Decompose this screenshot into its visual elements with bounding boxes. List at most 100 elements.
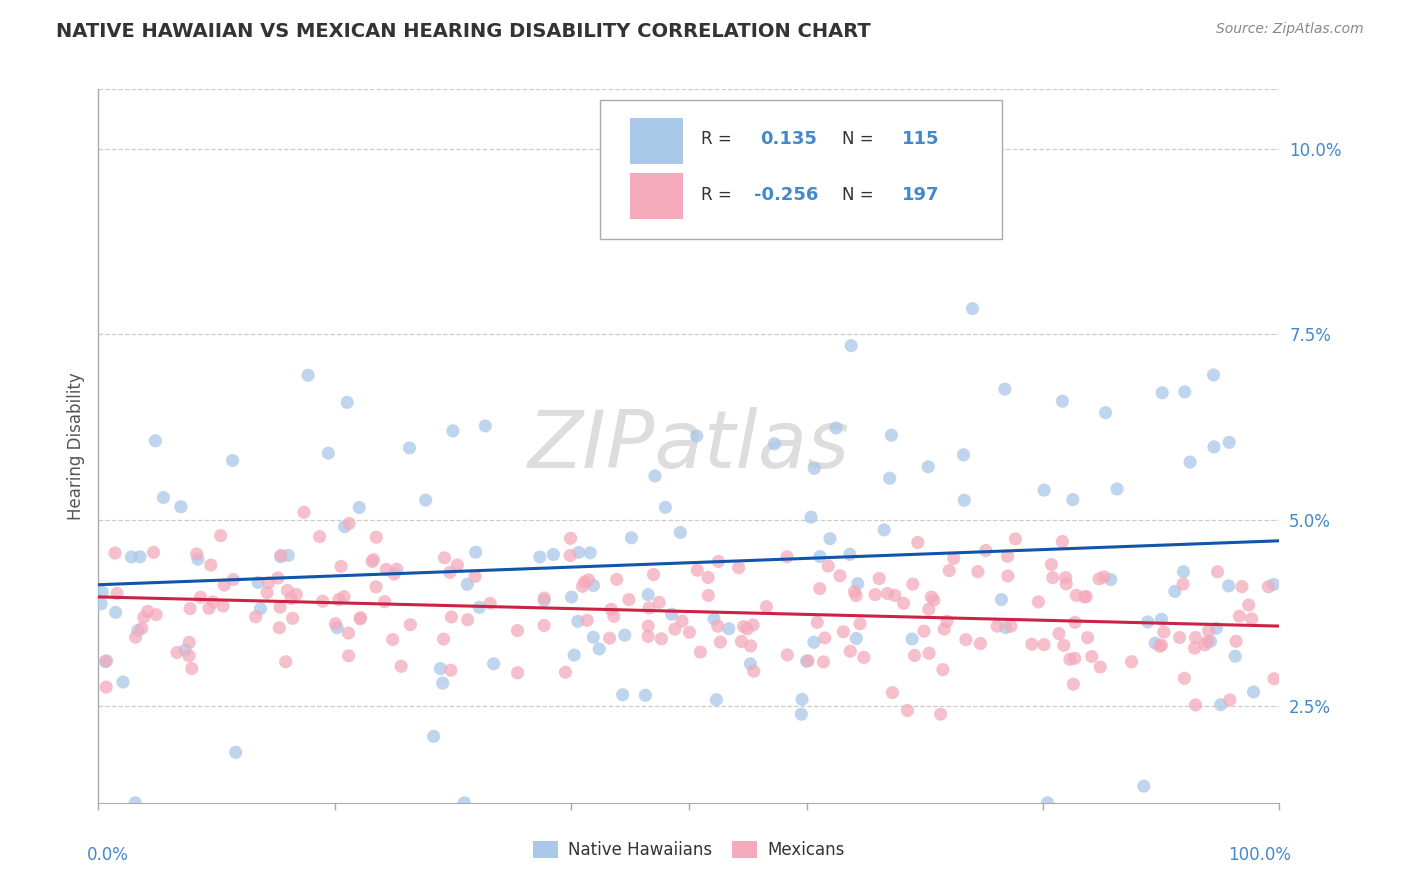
Point bbox=[142, 545, 165, 559]
Point bbox=[464, 545, 486, 559]
Point bbox=[453, 796, 475, 810]
Point bbox=[776, 648, 799, 662]
Point bbox=[678, 625, 700, 640]
Point bbox=[446, 558, 468, 572]
Point bbox=[934, 622, 956, 636]
Point bbox=[1237, 598, 1260, 612]
Point bbox=[918, 602, 941, 616]
Point bbox=[398, 441, 420, 455]
Point bbox=[907, 535, 929, 549]
Point bbox=[1052, 534, 1074, 549]
Point bbox=[482, 657, 505, 671]
Point bbox=[364, 580, 387, 594]
Point bbox=[245, 609, 267, 624]
Point bbox=[1205, 621, 1227, 635]
Point bbox=[942, 551, 965, 566]
Point bbox=[844, 584, 866, 599]
Point bbox=[1063, 651, 1085, 665]
Point bbox=[91, 585, 114, 599]
Point bbox=[96, 680, 118, 694]
Point bbox=[166, 645, 188, 659]
Point bbox=[879, 471, 901, 485]
Point bbox=[1053, 638, 1076, 652]
Point bbox=[838, 547, 860, 561]
Point bbox=[832, 624, 855, 639]
Point bbox=[803, 635, 825, 649]
Point bbox=[633, 194, 655, 209]
Point bbox=[882, 685, 904, 699]
Point bbox=[896, 704, 918, 718]
Text: -0.256: -0.256 bbox=[754, 186, 818, 203]
Point bbox=[709, 635, 731, 649]
Point bbox=[717, 622, 740, 636]
Point bbox=[733, 619, 755, 633]
Point bbox=[638, 601, 661, 615]
Point bbox=[1184, 631, 1206, 645]
Point bbox=[806, 615, 828, 630]
Point bbox=[1076, 590, 1098, 604]
Point bbox=[567, 615, 589, 629]
Point bbox=[755, 599, 778, 614]
Point bbox=[212, 599, 235, 613]
Point bbox=[1184, 698, 1206, 712]
Point bbox=[654, 500, 676, 515]
Point bbox=[1150, 638, 1173, 652]
Point bbox=[124, 630, 146, 644]
Point bbox=[800, 510, 823, 524]
Point bbox=[1076, 631, 1098, 645]
Point bbox=[644, 469, 666, 483]
Point bbox=[333, 520, 356, 534]
Point bbox=[697, 570, 720, 584]
Y-axis label: Hearing Disability: Hearing Disability bbox=[66, 372, 84, 520]
Point bbox=[650, 632, 672, 646]
Point bbox=[1209, 698, 1232, 712]
Point bbox=[990, 592, 1012, 607]
Point bbox=[648, 595, 671, 609]
Point bbox=[209, 528, 232, 542]
Point bbox=[222, 573, 245, 587]
Point bbox=[1054, 571, 1077, 585]
Point bbox=[349, 500, 371, 515]
Point bbox=[576, 613, 599, 627]
Point bbox=[375, 562, 398, 576]
Point bbox=[617, 592, 640, 607]
Text: 0.0%: 0.0% bbox=[87, 846, 128, 863]
Point bbox=[568, 545, 591, 559]
Point bbox=[1225, 634, 1247, 648]
Point bbox=[868, 572, 890, 586]
Point bbox=[1121, 655, 1143, 669]
Point bbox=[707, 619, 730, 633]
Point bbox=[1243, 685, 1265, 699]
Point bbox=[257, 575, 280, 590]
Point bbox=[1144, 636, 1167, 650]
Point bbox=[1173, 671, 1195, 685]
Point bbox=[429, 662, 451, 676]
Point bbox=[797, 654, 820, 668]
Point bbox=[643, 567, 665, 582]
Point bbox=[1168, 631, 1191, 645]
Point bbox=[1263, 672, 1285, 686]
Point bbox=[533, 593, 555, 607]
Point bbox=[312, 594, 335, 608]
Point bbox=[506, 665, 529, 680]
Point bbox=[399, 617, 422, 632]
Point bbox=[274, 655, 297, 669]
Point bbox=[952, 448, 974, 462]
Text: 100.0%: 100.0% bbox=[1229, 846, 1291, 863]
Point bbox=[1062, 492, 1084, 507]
Point bbox=[903, 648, 925, 663]
Point bbox=[953, 493, 976, 508]
Point bbox=[1047, 626, 1070, 640]
Point bbox=[637, 630, 659, 644]
Point bbox=[225, 745, 247, 759]
Point bbox=[1059, 652, 1081, 666]
Point bbox=[1171, 577, 1194, 591]
Point bbox=[825, 421, 848, 435]
Point bbox=[880, 428, 903, 442]
Point bbox=[1174, 384, 1197, 399]
Point bbox=[456, 577, 478, 591]
Point bbox=[1052, 394, 1074, 409]
Point bbox=[90, 597, 112, 611]
Point bbox=[124, 796, 146, 810]
Point bbox=[432, 676, 454, 690]
